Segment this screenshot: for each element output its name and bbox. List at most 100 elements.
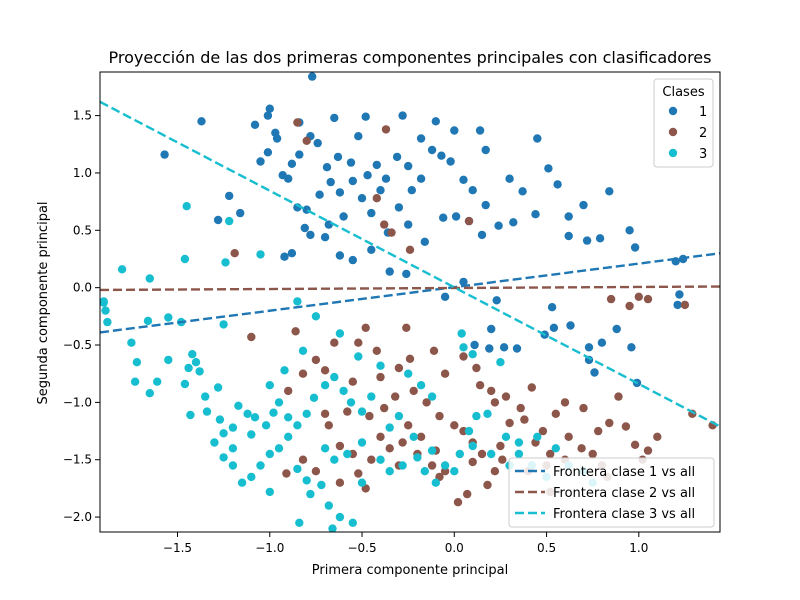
point-class-1	[256, 157, 265, 166]
point-class-1	[597, 338, 607, 347]
point-class-1	[627, 343, 636, 352]
point-class-3	[496, 358, 505, 367]
class-legend-title: Clases	[662, 85, 704, 100]
point-class-1	[459, 277, 468, 287]
point-class-3	[225, 216, 234, 226]
point-class-1	[440, 292, 450, 301]
point-class-2	[453, 498, 463, 507]
point-class-3	[228, 461, 238, 470]
point-class-1	[518, 187, 527, 196]
point-class-3	[280, 366, 289, 375]
point-class-1	[348, 255, 357, 265]
legend-marker-class-1	[668, 106, 678, 116]
point-class-1	[348, 176, 357, 186]
point-class-1	[306, 230, 315, 240]
point-class-3	[343, 449, 352, 459]
point-class-1	[416, 174, 426, 183]
point-class-3	[427, 392, 437, 401]
y-tick-label: −2.0	[63, 510, 92, 524]
point-class-1	[566, 321, 575, 330]
point-class-1	[367, 245, 376, 254]
point-class-2	[435, 411, 444, 421]
point-class-1	[427, 145, 437, 155]
point-class-2	[376, 372, 385, 382]
point-class-1	[308, 72, 317, 81]
point-class-2	[298, 455, 308, 464]
point-class-3	[293, 464, 302, 474]
point-class-3	[219, 320, 228, 329]
point-class-3	[201, 392, 210, 401]
point-class-2	[468, 457, 477, 467]
y-tick-label: 1.5	[73, 109, 92, 123]
point-class-3	[265, 449, 274, 459]
point-class-2	[380, 403, 389, 413]
point-class-2	[409, 386, 418, 396]
point-class-1	[437, 151, 446, 160]
class-legend: Clases 1 2 3	[653, 78, 714, 168]
point-class-3	[145, 274, 154, 283]
point-class-2	[324, 421, 333, 430]
point-class-3	[293, 421, 302, 430]
point-class-3	[153, 377, 162, 386]
point-class-1	[407, 186, 416, 195]
point-class-1	[544, 164, 553, 173]
point-class-3	[317, 480, 326, 490]
point-class-1	[295, 150, 304, 159]
point-class-1	[363, 171, 372, 180]
point-class-2	[422, 398, 431, 407]
point-class-2	[459, 352, 468, 361]
point-class-1	[376, 186, 385, 195]
point-class-2	[505, 418, 514, 428]
point-class-2	[311, 467, 321, 476]
point-class-1	[320, 233, 330, 242]
point-class-2	[630, 440, 640, 449]
point-class-1	[481, 200, 490, 210]
point-class-2	[330, 338, 339, 347]
point-class-3	[215, 415, 225, 424]
point-class-1	[263, 148, 273, 157]
point-class-2	[298, 369, 308, 378]
point-class-3	[306, 489, 315, 499]
point-class-2	[291, 327, 300, 336]
point-class-3	[265, 487, 274, 497]
boundary-legend-label-1: Frontera clase 1 vs all	[553, 465, 695, 480]
point-class-2	[643, 294, 653, 304]
point-class-2	[391, 392, 400, 401]
point-class-2	[402, 323, 411, 332]
point-class-2	[614, 392, 623, 401]
point-class-2	[450, 421, 459, 430]
point-class-3	[228, 423, 238, 432]
point-class-3	[213, 383, 223, 392]
point-class-2	[367, 455, 376, 464]
point-class-2	[680, 300, 690, 310]
point-class-3	[320, 381, 330, 390]
point-class-3	[100, 297, 108, 306]
point-class-3	[247, 472, 256, 482]
point-class-2	[594, 426, 603, 436]
point-class-2	[496, 441, 505, 451]
point-class-1	[416, 134, 426, 143]
point-class-3	[127, 338, 136, 347]
point-class-2	[427, 461, 437, 470]
point-class-2	[354, 469, 363, 478]
point-class-3	[464, 426, 474, 436]
point-class-1	[468, 186, 477, 195]
point-class-2	[372, 194, 381, 203]
point-class-2	[348, 377, 357, 386]
point-class-1	[372, 160, 381, 170]
point-class-2	[282, 469, 291, 478]
point-class-1	[392, 152, 402, 162]
point-class-1	[330, 113, 339, 123]
point-class-1	[582, 236, 592, 245]
boundary-legend-label-3: Frontera clase 3 vs all	[553, 507, 695, 522]
point-class-3	[416, 381, 426, 390]
boundary-line-1	[100, 252, 720, 334]
point-class-1	[265, 104, 274, 113]
point-class-1	[398, 111, 407, 120]
point-class-2	[404, 421, 413, 430]
point-class-2	[490, 398, 500, 407]
y-tick-label: −1.0	[63, 395, 92, 409]
point-class-3	[413, 453, 422, 462]
point-class-3	[302, 409, 311, 418]
point-class-1	[625, 226, 634, 235]
